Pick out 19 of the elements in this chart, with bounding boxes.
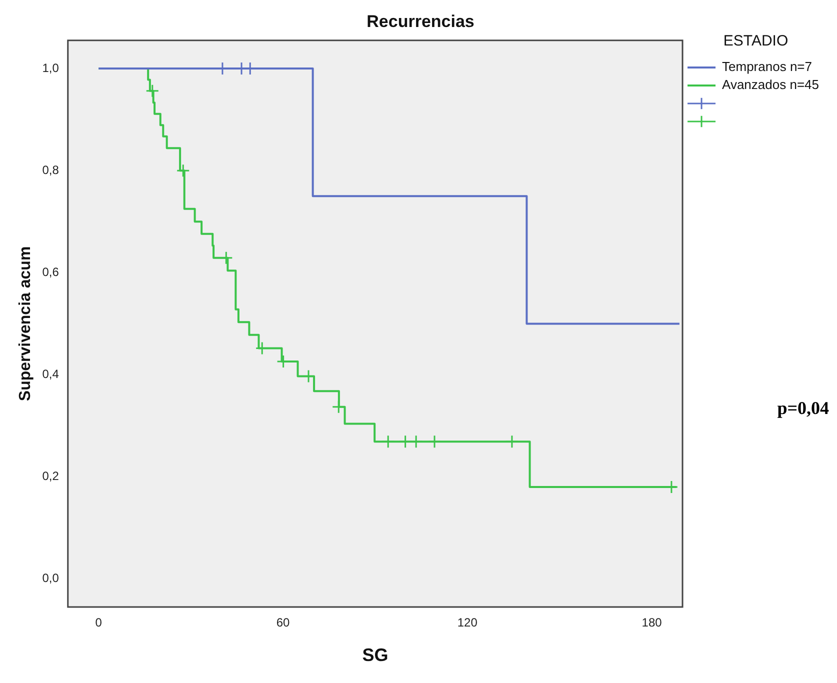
- x-axis-title: SG: [362, 645, 388, 666]
- y-tick-label: 0,2: [42, 469, 60, 484]
- x-tick-label: 120: [457, 616, 478, 630]
- x-tick-label: 180: [642, 616, 662, 630]
- y-tick-label: 1,0: [42, 60, 60, 75]
- x-tick-label: 0: [95, 616, 102, 630]
- y-tick-label: 0,6: [42, 264, 60, 279]
- legend-title: ESTADIO: [723, 32, 788, 50]
- y-tick-label: 0,4: [42, 367, 60, 382]
- legend-label: Tempranos n=7: [722, 59, 812, 74]
- text: p=0,04: [777, 398, 829, 419]
- point: [176, 164, 190, 178]
- y-axis-title: Supervivencia acum: [17, 246, 34, 402]
- point: [146, 84, 160, 98]
- y-tick-label: 0,0: [42, 571, 60, 586]
- chart-title: Recurrencias: [366, 12, 474, 31]
- legend-label: Avanzados n=45: [722, 77, 820, 92]
- x-tick-label: 60: [276, 616, 290, 630]
- y-tick-label: 0,8: [42, 162, 60, 177]
